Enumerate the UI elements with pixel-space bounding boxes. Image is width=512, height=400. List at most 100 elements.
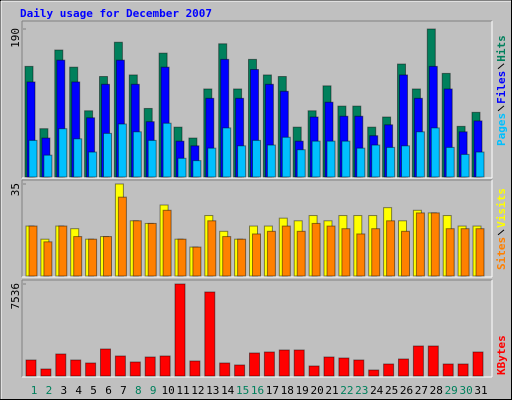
bar xyxy=(114,355,126,377)
bar xyxy=(103,236,112,277)
bar xyxy=(371,228,381,277)
bar xyxy=(43,241,53,277)
bar xyxy=(192,246,202,277)
x-tick-label: 9 xyxy=(150,384,157,397)
bar xyxy=(207,147,217,178)
bar xyxy=(222,127,232,178)
x-tick-label: 18 xyxy=(281,384,294,397)
x-tick-label: 20 xyxy=(310,384,323,397)
bar xyxy=(296,230,306,277)
bar xyxy=(237,238,247,277)
bar xyxy=(460,153,470,178)
bar xyxy=(326,140,336,178)
bar xyxy=(73,138,83,178)
x-tick-label: 1 xyxy=(31,384,38,397)
legend-entry: Hits xyxy=(495,35,508,62)
x-tick-label: 23 xyxy=(355,384,368,397)
x-tick-label: 10 xyxy=(161,384,174,397)
legend-entry: Sites xyxy=(495,237,508,270)
bar xyxy=(475,151,485,178)
x-tick-label: 27 xyxy=(415,384,428,397)
x-tick-label: 7 xyxy=(120,384,127,397)
bar xyxy=(147,222,157,277)
bar xyxy=(88,151,98,178)
bar xyxy=(341,140,351,178)
x-tick-label: 11 xyxy=(176,384,189,397)
legend-entry: Files xyxy=(495,71,508,104)
bar xyxy=(40,368,52,377)
bar xyxy=(472,351,484,377)
bar xyxy=(237,145,247,178)
x-tick-label: 14 xyxy=(221,384,235,397)
x-tick-label: 8 xyxy=(135,384,142,397)
bar xyxy=(252,139,261,178)
bar xyxy=(442,363,454,377)
bar xyxy=(100,348,111,377)
bar xyxy=(281,225,291,277)
bar xyxy=(430,127,440,178)
bar xyxy=(278,349,290,377)
x-tick-label: 5 xyxy=(90,384,97,397)
bar xyxy=(412,345,424,377)
bar xyxy=(457,363,469,377)
x-tick-label: 3 xyxy=(60,384,67,397)
bar xyxy=(356,147,366,178)
bar xyxy=(266,230,276,277)
bar xyxy=(371,144,381,178)
bar xyxy=(326,225,336,277)
bar xyxy=(58,225,68,277)
bar xyxy=(338,357,350,377)
x-tick-label: 4 xyxy=(75,384,82,397)
bar xyxy=(162,209,172,277)
x-tick-label: 2 xyxy=(46,384,53,397)
bar xyxy=(281,136,291,178)
legend-entry: Pages xyxy=(495,113,508,146)
bar xyxy=(234,364,246,377)
bar xyxy=(341,228,351,277)
y-tick-label: 35 xyxy=(9,183,22,196)
bar xyxy=(25,359,37,377)
x-tick-label: 25 xyxy=(385,384,398,397)
x-tick-label: 26 xyxy=(400,384,413,397)
bar xyxy=(311,222,321,277)
x-tick-label: 12 xyxy=(191,384,204,397)
bar xyxy=(266,144,276,178)
bar xyxy=(386,220,396,277)
bar xyxy=(159,355,171,377)
bar xyxy=(207,220,217,277)
bar xyxy=(415,212,425,277)
bar xyxy=(368,369,380,377)
bar xyxy=(70,359,82,377)
x-tick-label: 24 xyxy=(370,384,384,397)
bar xyxy=(222,236,232,277)
bar xyxy=(117,196,127,277)
legend-separator xyxy=(497,105,505,112)
bar xyxy=(427,345,439,377)
bar xyxy=(263,351,275,377)
bar xyxy=(475,228,485,277)
x-tick-label: 21 xyxy=(325,384,338,397)
bar xyxy=(308,365,320,377)
x-tick-label: 30 xyxy=(459,384,472,397)
x-tick-label: 19 xyxy=(296,384,309,397)
bar xyxy=(386,146,396,178)
bar xyxy=(445,228,455,277)
y-tick-label: 190 xyxy=(9,28,22,48)
chart-title: Daily usage for December 2007 xyxy=(20,7,212,20)
bar xyxy=(401,230,410,277)
bar xyxy=(311,140,321,178)
legend-separator xyxy=(497,229,505,236)
bar xyxy=(356,233,366,277)
x-tick-label: 15 xyxy=(236,384,249,397)
bar xyxy=(323,356,335,377)
bar xyxy=(43,154,53,178)
x-tick-label: 16 xyxy=(251,384,264,397)
bar xyxy=(132,131,142,178)
bar xyxy=(219,362,231,377)
bar xyxy=(445,146,455,178)
bar xyxy=(252,233,261,277)
bar xyxy=(192,160,202,178)
bar xyxy=(174,283,186,377)
bar xyxy=(117,123,127,178)
